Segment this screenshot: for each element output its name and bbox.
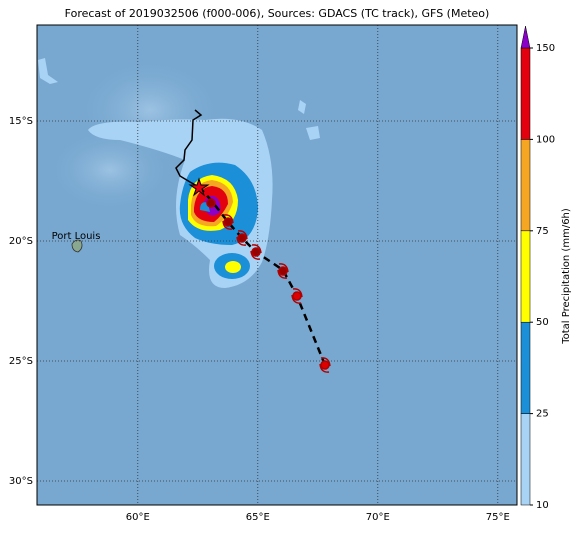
x-tick-label: 75°E xyxy=(486,512,510,523)
colorbar-tick-label: 100 xyxy=(536,134,555,145)
colorbar-label: Total Precipitation (mm/6h) xyxy=(561,208,572,345)
colorbar-extend xyxy=(520,25,531,49)
x-tick-label: 65°E xyxy=(246,512,270,523)
y-tick-label: 30°S xyxy=(9,476,33,487)
cloud xyxy=(50,130,170,210)
chart-title: Forecast of 2019032506 (f000-006), Sourc… xyxy=(65,7,490,20)
storm-symbols xyxy=(206,198,331,373)
current-position xyxy=(188,177,210,197)
colorbar-tick-label: 75 xyxy=(536,226,549,237)
colorbar-tick-label: 150 xyxy=(536,43,555,54)
forecast-track xyxy=(198,186,327,366)
colorbar-segment xyxy=(520,413,531,506)
map-area xyxy=(37,25,517,505)
colorbar-segment xyxy=(520,230,531,323)
map-frame xyxy=(36,24,518,506)
colorbar-segment xyxy=(520,321,531,414)
colorbar-tick-label: 10 xyxy=(536,500,549,511)
past-track xyxy=(175,109,203,188)
precip-heavy xyxy=(225,261,241,273)
colorbar-segment xyxy=(520,47,531,140)
y-tick-label: 20°S xyxy=(9,236,33,247)
colorbar-segment xyxy=(520,139,531,232)
y-tick-label: 25°S xyxy=(9,356,33,367)
y-tick-label: 15°S xyxy=(9,116,33,127)
colorbar-tick-label: 50 xyxy=(536,317,549,328)
colorbar-tick-label: 25 xyxy=(536,409,549,420)
place-label: Port Louis xyxy=(52,231,101,242)
x-tick-label: 70°E xyxy=(366,512,390,523)
x-tick-label: 60°E xyxy=(126,512,150,523)
land xyxy=(71,239,83,253)
